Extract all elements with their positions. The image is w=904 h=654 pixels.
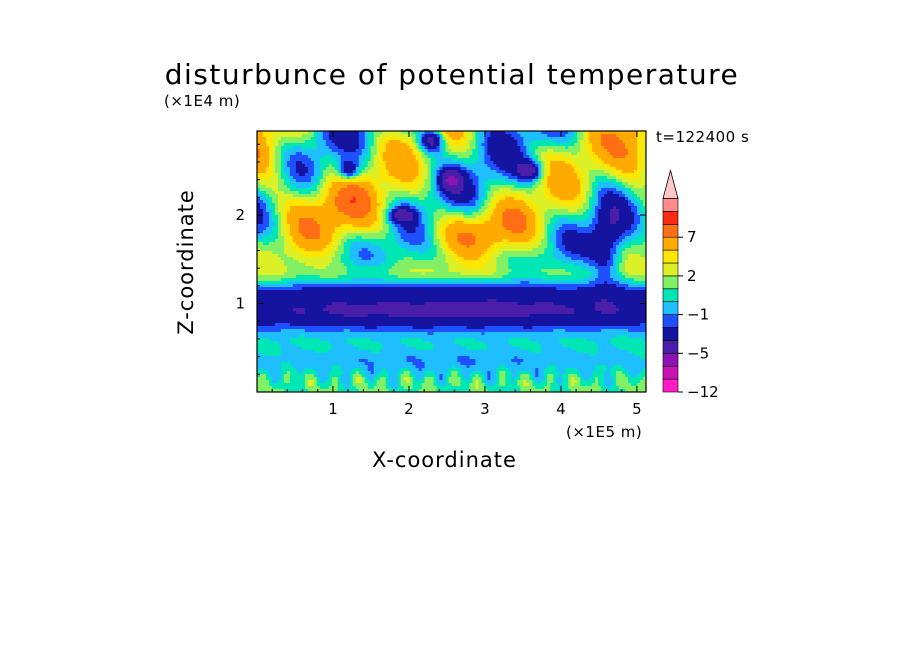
colorbar-segment [662, 275, 679, 290]
colorbar-extend-arrow [662, 168, 679, 199]
colorbar-tick-label: −1 [687, 306, 709, 324]
x-tick-label: 4 [556, 400, 566, 418]
x-axis: 1 2 3 4 5 [271, 131, 642, 418]
colorbar-tick-label: 2 [687, 267, 697, 285]
colorbar-segment [662, 352, 679, 367]
x-tick-label: 2 [404, 400, 414, 418]
x-tick-label: 3 [480, 400, 490, 418]
colorbar-tick-label: 7 [687, 228, 697, 246]
colorbar: 7 2 −1 −5 −12 [662, 168, 719, 401]
y-tick-label: 2 [235, 206, 245, 224]
x-axis-units: (×1E5 m) [566, 423, 643, 441]
chart-title: disturbunce of potential temperature [164, 58, 740, 91]
colorbar-segment [662, 249, 679, 264]
colorbar-segment [662, 340, 679, 354]
colorbar-segment [662, 378, 679, 393]
colorbar-segment [662, 365, 679, 380]
x-tick-label: 1 [328, 400, 338, 418]
y-tick-label: 1 [235, 295, 245, 313]
x-tick-label: 5 [632, 400, 642, 418]
colorbar-segment [662, 314, 679, 328]
colorbar-tick-label: −5 [687, 344, 709, 362]
colorbar-segment [662, 236, 679, 251]
contour-field [257, 131, 646, 392]
colorbar-segment [662, 288, 679, 302]
x-axis-label: X-coordinate [372, 448, 517, 472]
time-annotation: t=122400 s [656, 128, 750, 146]
plot-frame [256, 130, 647, 393]
colorbar-segment [662, 198, 679, 212]
colorbar-segment [662, 262, 679, 277]
y-axis-units: (×1E4 m) [164, 92, 241, 110]
colorbar-tick-label: −12 [687, 383, 719, 401]
colorbar-segment [662, 327, 679, 341]
colorbar-segment [662, 211, 679, 225]
colorbar-segment [662, 224, 679, 238]
colorbar-segment [662, 301, 679, 315]
y-axis: 12 [235, 143, 646, 375]
